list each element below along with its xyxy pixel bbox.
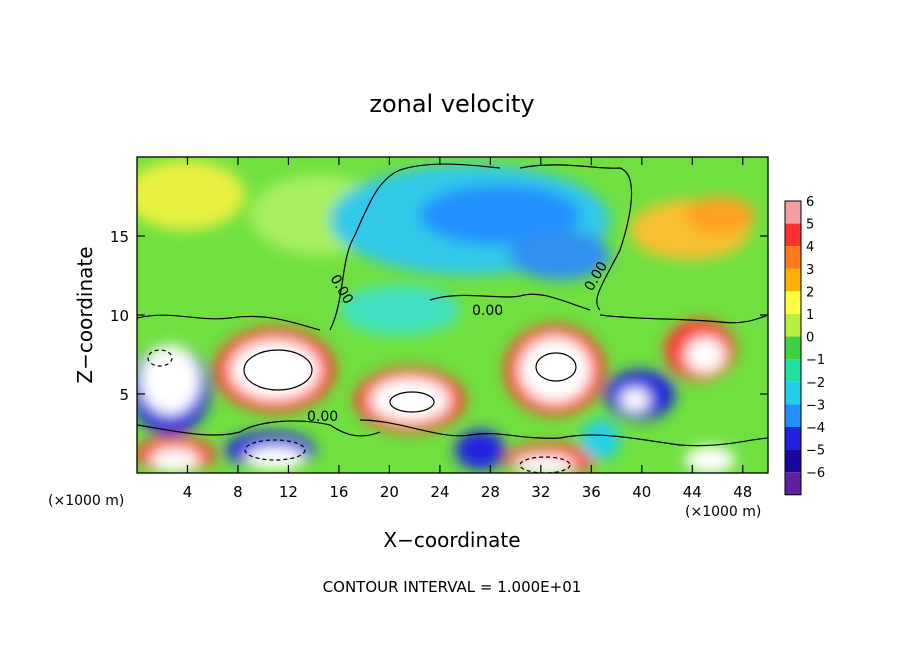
x-unit-label-left: (×1000 m): [48, 493, 124, 509]
contour-label: 0.00: [472, 303, 503, 319]
colorbar-swatch: [785, 404, 801, 427]
colorbar-swatch: [785, 449, 801, 473]
colorbar-swatch: [785, 268, 801, 292]
colorbar-swatch: [785, 336, 801, 360]
contour-label: 0.00: [307, 409, 338, 425]
colorbar-swatch: [785, 427, 801, 450]
colorbar-tick-label: −4: [806, 421, 825, 436]
x-tick-label: 8: [233, 483, 243, 501]
colorbar-swatch: [785, 314, 801, 337]
x-axis-ticks: 4 8 12 16 20 24 28 32 36 40 44 48: [183, 157, 752, 501]
x-tick-label: 24: [430, 483, 449, 501]
colorbar-swatch: [785, 472, 801, 495]
contour-interval-note: CONTOUR INTERVAL = 1.000E+01: [323, 578, 582, 596]
colorbar-tick-label: 6: [806, 195, 814, 210]
colorbar-swatch: [785, 201, 801, 224]
colorbar-swatch: [785, 381, 801, 405]
y-axis-ticks: 5 10 15: [110, 228, 768, 404]
x-tick-label: 4: [183, 483, 193, 501]
x-tick-label: 20: [380, 483, 399, 501]
x-tick-label: 16: [329, 483, 348, 501]
colorbar-tick-label: −1: [806, 353, 825, 368]
colorbar-tick-label: 0: [806, 331, 814, 346]
x-tick-label: 32: [531, 483, 550, 501]
colorbar-frame: [784, 200, 802, 496]
colorbar-tick-label: −6: [806, 466, 825, 481]
colorbar-tick-label: 5: [806, 218, 814, 233]
colorbar-tick-label: −5: [806, 444, 825, 459]
colorbar: 6 5 4 3 2 1 0 −1 −2 −3 −4 −5 −6: [784, 195, 825, 496]
colorbar-swatch: [785, 246, 801, 269]
colorbar-tick-label: 3: [806, 263, 814, 278]
colorbar-swatch: [785, 291, 801, 314]
colorbar-tick-label: −3: [806, 398, 825, 413]
y-axis-label: Z−coordinate: [73, 246, 97, 383]
colorbar-swatch: [785, 359, 801, 382]
chart-title: zonal velocity: [369, 90, 534, 118]
x-tick-label: 48: [733, 483, 752, 501]
x-tick-label: 28: [481, 483, 500, 501]
x-tick-label: 36: [582, 483, 601, 501]
y-tick-label: 15: [110, 228, 129, 246]
colorbar-tick-label: 2: [806, 285, 814, 300]
x-unit-label-right: (×1000 m): [685, 504, 761, 520]
colorbar-swatch: [785, 223, 801, 247]
colorbar-tick-label: 4: [806, 240, 814, 255]
x-axis-label: X−coordinate: [383, 528, 520, 552]
x-tick-label: 40: [632, 483, 651, 501]
y-tick-label: 5: [119, 386, 129, 404]
x-tick-label: 44: [683, 483, 702, 501]
plot-area: [137, 157, 768, 473]
y-tick-label: 10: [110, 307, 129, 325]
colorbar-tick-label: 1: [806, 308, 814, 323]
x-tick-label: 12: [279, 483, 298, 501]
colorbar-tick-label: −2: [806, 376, 825, 391]
